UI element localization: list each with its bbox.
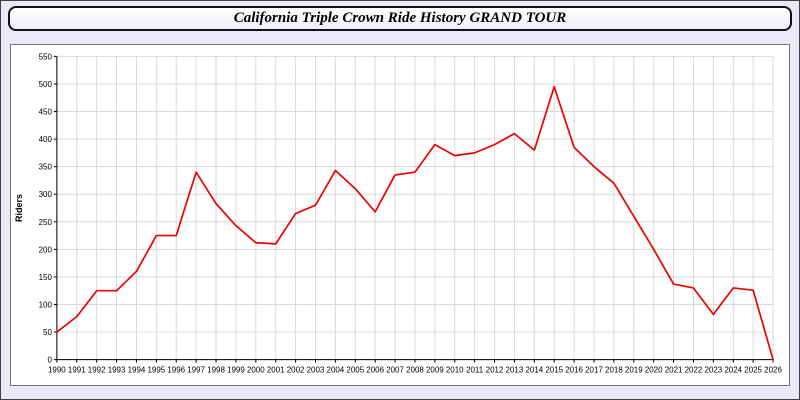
svg-text:2023: 2023 xyxy=(704,366,722,375)
svg-text:2020: 2020 xyxy=(645,366,663,375)
svg-text:2010: 2010 xyxy=(446,366,464,375)
svg-text:250: 250 xyxy=(39,218,53,227)
svg-text:2026: 2026 xyxy=(764,366,782,375)
svg-text:2005: 2005 xyxy=(346,366,364,375)
svg-text:2025: 2025 xyxy=(744,366,762,375)
svg-text:2015: 2015 xyxy=(545,366,563,375)
svg-text:400: 400 xyxy=(39,135,53,144)
svg-text:1994: 1994 xyxy=(128,366,146,375)
svg-text:2019: 2019 xyxy=(625,366,643,375)
svg-text:2002: 2002 xyxy=(287,366,305,375)
svg-text:1990: 1990 xyxy=(48,366,66,375)
page: California Triple Crown Ride History GRA… xyxy=(1,6,799,386)
svg-text:350: 350 xyxy=(39,163,53,172)
svg-text:100: 100 xyxy=(39,300,53,309)
svg-text:150: 150 xyxy=(39,273,53,282)
svg-text:2008: 2008 xyxy=(406,366,424,375)
svg-text:1997: 1997 xyxy=(187,366,205,375)
svg-text:2006: 2006 xyxy=(366,366,384,375)
svg-text:2021: 2021 xyxy=(665,366,683,375)
svg-text:2001: 2001 xyxy=(267,366,285,375)
svg-text:300: 300 xyxy=(39,190,53,199)
svg-text:1991: 1991 xyxy=(68,366,86,375)
svg-text:1996: 1996 xyxy=(167,366,185,375)
chart-title: California Triple Crown Ride History GRA… xyxy=(233,10,567,26)
svg-text:2011: 2011 xyxy=(466,366,484,375)
svg-text:1998: 1998 xyxy=(207,366,225,375)
svg-text:2003: 2003 xyxy=(307,366,325,375)
svg-text:2004: 2004 xyxy=(327,366,345,375)
svg-text:0: 0 xyxy=(47,356,52,365)
svg-text:450: 450 xyxy=(39,108,53,117)
chart-title-bar: California Triple Crown Ride History GRA… xyxy=(8,6,792,31)
svg-text:2013: 2013 xyxy=(506,366,524,375)
svg-text:1995: 1995 xyxy=(147,366,165,375)
svg-text:2018: 2018 xyxy=(605,366,623,375)
svg-text:500: 500 xyxy=(39,80,53,89)
svg-text:2024: 2024 xyxy=(724,366,742,375)
svg-text:2000: 2000 xyxy=(247,366,265,375)
svg-text:50: 50 xyxy=(43,328,52,337)
chart-panel: 0 50 100 150 200 250 300 350 400 450 500 550 1990 199… xyxy=(10,44,790,386)
svg-text:2014: 2014 xyxy=(525,366,543,375)
svg-text:2022: 2022 xyxy=(685,366,703,375)
svg-text:550: 550 xyxy=(39,52,53,61)
svg-text:2017: 2017 xyxy=(585,366,603,375)
svg-text:1993: 1993 xyxy=(108,366,126,375)
svg-text:200: 200 xyxy=(39,245,53,254)
svg-text:2007: 2007 xyxy=(386,366,404,375)
svg-text:1999: 1999 xyxy=(227,366,245,375)
svg-text:Riders: Riders xyxy=(14,194,24,222)
svg-text:2016: 2016 xyxy=(565,366,583,375)
svg-text:2009: 2009 xyxy=(426,366,444,375)
svg-text:2012: 2012 xyxy=(486,366,504,375)
svg-text:1992: 1992 xyxy=(88,366,106,375)
